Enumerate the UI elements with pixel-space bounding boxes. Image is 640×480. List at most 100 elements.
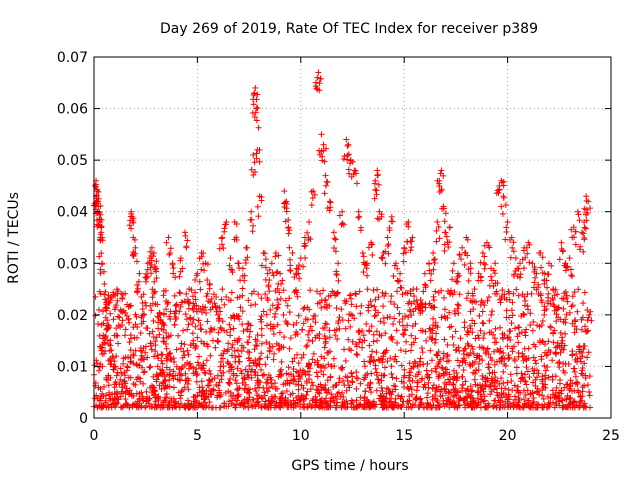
data-point <box>95 321 102 328</box>
data-point <box>477 327 484 334</box>
data-point <box>438 364 445 371</box>
data-point <box>401 366 408 373</box>
data-point <box>124 364 131 371</box>
data-point <box>232 377 239 384</box>
data-point <box>183 290 190 297</box>
data-point <box>476 312 483 319</box>
data-point <box>113 302 120 309</box>
data-point <box>184 381 191 388</box>
data-point <box>167 350 174 357</box>
data-point <box>561 384 568 391</box>
data-point <box>318 304 325 311</box>
data-point <box>286 345 293 352</box>
data-point <box>444 351 451 358</box>
data-point <box>553 384 560 391</box>
data-point <box>274 304 281 311</box>
data-point <box>367 298 374 305</box>
data-point <box>106 389 113 396</box>
data-point <box>322 320 329 327</box>
data-point <box>502 385 509 392</box>
data-point <box>477 301 484 308</box>
data-point <box>469 387 476 394</box>
data-point <box>263 339 270 346</box>
data-point <box>177 303 184 310</box>
data-point <box>258 340 265 347</box>
data-point <box>257 316 264 323</box>
data-point <box>562 288 569 295</box>
data-point <box>226 321 233 328</box>
data-point <box>261 392 268 399</box>
data-point <box>468 388 475 395</box>
data-point <box>511 343 518 350</box>
data-point <box>252 336 259 343</box>
data-point <box>194 359 201 366</box>
data-point <box>110 291 117 298</box>
data-point <box>230 325 237 332</box>
data-point <box>493 339 500 346</box>
data-point <box>418 345 425 352</box>
data-point <box>154 352 161 359</box>
data-point <box>584 381 591 388</box>
data-point <box>155 402 162 409</box>
data-point <box>394 339 401 346</box>
data-point <box>571 289 578 296</box>
data-point <box>207 352 214 359</box>
data-point <box>529 390 536 397</box>
data-point <box>126 319 133 326</box>
data-point <box>403 338 410 345</box>
data-point <box>392 353 399 360</box>
data-point <box>407 308 414 315</box>
data-point <box>121 372 128 379</box>
x-tick-label: 25 <box>602 428 620 444</box>
data-point <box>569 302 576 309</box>
data-point <box>336 325 343 332</box>
data-point <box>390 321 397 328</box>
data-point <box>439 365 446 372</box>
data-point <box>358 302 365 309</box>
data-point <box>557 329 564 336</box>
data-point <box>423 337 430 344</box>
data-point <box>300 320 307 327</box>
data-point <box>372 296 379 303</box>
data-point <box>246 362 253 369</box>
data-point <box>141 368 148 375</box>
data-point <box>156 382 163 389</box>
y-tick-label: 0.04 <box>57 205 88 221</box>
data-point <box>542 384 549 391</box>
data-point <box>323 321 330 328</box>
data-point <box>491 348 498 355</box>
x-axis-label: GPS time / hours <box>291 458 408 474</box>
data-point <box>149 294 156 301</box>
data-point <box>234 347 241 354</box>
data-point <box>95 367 102 374</box>
data-point <box>313 369 320 376</box>
data-point <box>232 404 239 411</box>
y-tick-label: 0.02 <box>57 308 88 324</box>
data-point <box>180 348 187 355</box>
data-point <box>225 360 232 367</box>
data-point <box>527 310 534 317</box>
data-point <box>427 347 434 354</box>
data-point <box>277 295 284 302</box>
data-point <box>146 330 153 337</box>
data-point <box>467 349 474 356</box>
data-point <box>167 308 174 315</box>
data-point <box>133 361 140 368</box>
data-point <box>120 360 127 367</box>
data-point <box>391 315 398 322</box>
data-point <box>233 380 240 387</box>
data-point <box>159 360 166 367</box>
data-point <box>207 325 214 332</box>
data-point <box>508 377 515 384</box>
data-point <box>221 347 228 354</box>
data-point <box>163 364 170 371</box>
data-point <box>563 311 570 318</box>
data-point <box>326 327 333 334</box>
data-point <box>280 311 287 318</box>
data-point <box>468 343 475 350</box>
data-point <box>585 349 592 356</box>
data-point <box>378 377 385 384</box>
x-tick-label: 20 <box>499 428 517 444</box>
data-point <box>337 393 344 400</box>
data-point <box>134 362 141 369</box>
